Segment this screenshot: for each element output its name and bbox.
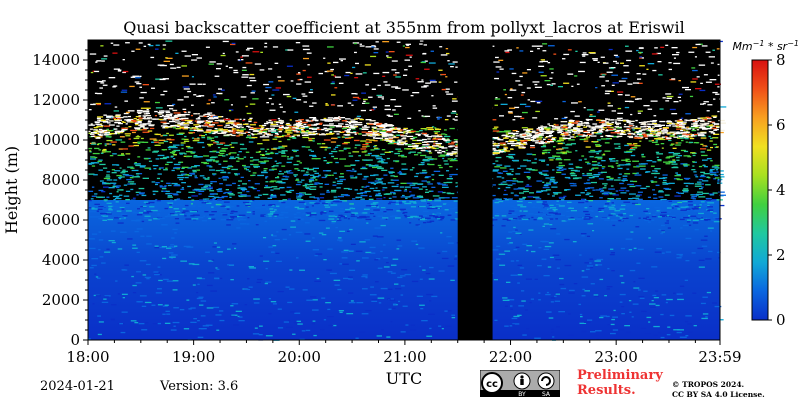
y-tick-label: 2000 [42,291,80,309]
copyright-notice: © TROPOS 2024. CC BY SA 4.0 License. [672,380,765,400]
preliminary-line-2: Results. [577,383,636,398]
colorbar-tick-label: 8 [776,51,786,69]
y-tick-label: 0 [70,331,80,349]
date-label: 2024-01-21 [40,379,115,394]
colorbar-tick-label: 0 [776,311,786,329]
colorbar-ticks: 0 2 4 6 8 [768,51,786,329]
chart-title: Quasi backscatter coefficient at 355nm f… [123,18,685,37]
cc-by-label: BY [518,391,526,397]
y-tick-label: 14000 [32,51,80,69]
copyright-line-2: CC BY SA 4.0 License. [672,390,765,399]
colorbar-tick-label: 2 [776,246,786,264]
y-axis-label: Height (m) [2,146,21,234]
data-gap [457,40,493,340]
x-axis-label: UTC [386,369,422,388]
colorbar-tick-label: 4 [776,181,786,199]
cc-license-badge: cc BY SA [480,370,560,397]
y-tick-label: 6000 [42,211,80,229]
y-tick-label: 8000 [42,171,80,189]
preliminary-line-1: Preliminary [577,368,663,383]
x-tick-label: 23:00 [595,348,638,366]
y-tick-label: 12000 [32,91,80,109]
version-label: Version: 3.6 [160,379,239,394]
cc-icon [481,372,503,394]
cc-sa-label: SA [542,391,551,397]
y-tick-label: 4000 [42,251,80,269]
x-tick-label: 21:00 [383,348,426,366]
x-tick-label: 22:00 [489,348,532,366]
x-tick-label: 20:00 [278,348,321,366]
colorbar-tick-label: 6 [776,116,786,134]
plot-area [87,39,727,341]
x-tick-label: 23:59 [698,348,741,366]
x-tick-label: 18:00 [66,348,109,366]
share-alike-icon [537,372,555,390]
signal-speckles [88,40,727,341]
y-tick-label: 10000 [32,131,80,149]
copyright-line-1: © TROPOS 2024. [672,380,745,389]
x-axis: 18:00 19:00 20:00 21:00 22:00 23:00 23:59 [66,340,742,366]
x-tick-label: 19:00 [172,348,215,366]
colorbar-scale [751,59,769,321]
colorbar: 0 2 4 6 8 Mm−1 * sr−1 [732,39,799,330]
preliminary-results-notice: Preliminary Results. [577,368,663,398]
colorbar-unit-label: Mm−1 * sr−1 [732,39,799,54]
y-axis: 0 2000 4000 6000 8000 10000 12000 14000 [32,49,88,349]
